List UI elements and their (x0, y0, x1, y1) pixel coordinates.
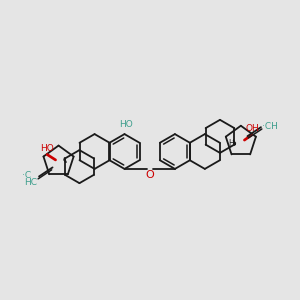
Text: HO: HO (119, 120, 133, 129)
Text: ·C: ·C (22, 171, 31, 180)
Polygon shape (64, 158, 66, 163)
Text: HC: HC (25, 178, 38, 187)
Text: O: O (145, 170, 154, 180)
Text: ·CH: ·CH (262, 122, 278, 131)
Text: H: H (228, 140, 234, 148)
Polygon shape (233, 140, 236, 145)
Text: HO: HO (40, 144, 54, 153)
Text: OH: OH (245, 124, 259, 134)
